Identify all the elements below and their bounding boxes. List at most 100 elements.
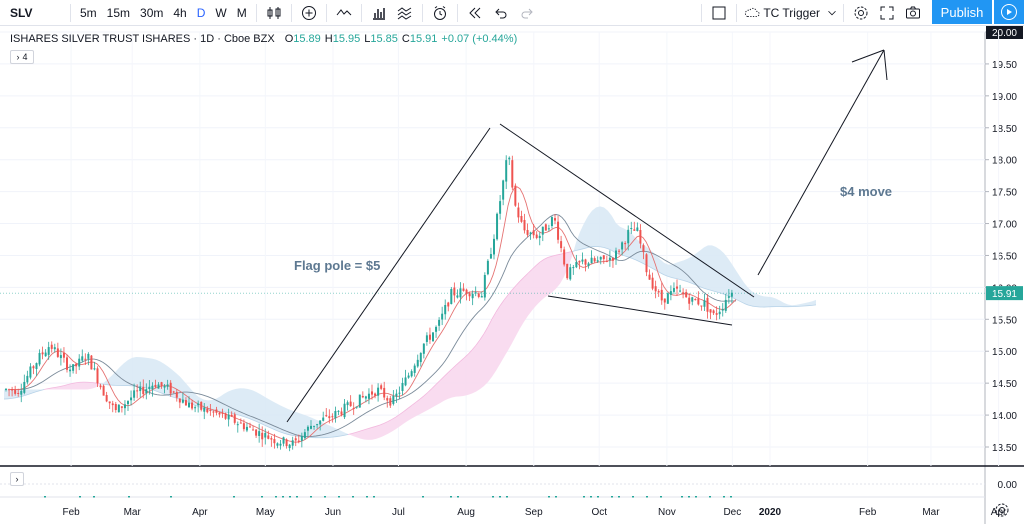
- template-name[interactable]: TC Trigger: [763, 5, 820, 20]
- candle-up: [163, 385, 166, 388]
- flag-upper-trendline: [499, 123, 755, 298]
- ichimoku-cloud-segment: [552, 255, 556, 293]
- cloud-edge: [499, 299, 505, 307]
- publish-button[interactable]: Publish: [932, 0, 992, 24]
- ichimoku-cloud-segment: [64, 384, 68, 390]
- cloud-edge: [231, 412, 237, 415]
- replay-icon[interactable]: [462, 0, 488, 26]
- chart-settings-icon[interactable]: [994, 502, 1014, 522]
- candle-down: [715, 313, 718, 315]
- ichimoku-cloud-segment: [696, 250, 700, 287]
- candle-up: [377, 387, 380, 396]
- timeframe-5m[interactable]: 5m: [80, 5, 97, 20]
- ichimoku-cloud-segment: [720, 249, 724, 295]
- candle-down: [389, 398, 392, 406]
- candle-down: [270, 438, 273, 440]
- cloud-edge: [751, 305, 757, 308]
- cloud-edge: [667, 276, 673, 278]
- financials-icon[interactable]: [366, 0, 392, 26]
- lower-pane-marker: [646, 496, 648, 498]
- timeframe-4h[interactable]: 4h: [173, 5, 187, 20]
- ichimoku-cloud-segment: [4, 389, 8, 400]
- candle-up: [337, 410, 340, 412]
- cloud-edge: [635, 259, 641, 263]
- candle-up: [581, 259, 584, 262]
- play-button[interactable]: [994, 0, 1024, 24]
- price-chart[interactable]: 20.00 19.50 19.00 18.50 18.00 17.50 17.00 16.50…: [0, 26, 1024, 524]
- ichimoku-cloud-segment: [252, 390, 256, 422]
- cloud-edge: [475, 339, 481, 346]
- candle-down: [663, 298, 666, 303]
- candle-down: [465, 289, 468, 295]
- candle-down: [676, 286, 678, 289]
- ichimoku-cloud-segment: [776, 298, 780, 307]
- bar-style-icon[interactable]: [261, 0, 287, 26]
- lower-pane-marker: [450, 496, 452, 498]
- undo-icon[interactable]: [488, 0, 514, 26]
- cloud-edge: [263, 424, 269, 428]
- indicators-icon[interactable]: [331, 0, 357, 26]
- candle-up: [236, 424, 239, 426]
- redo-icon[interactable]: [514, 0, 540, 26]
- timeframe-15m[interactable]: 15m: [106, 5, 131, 20]
- cloud-edge: [387, 418, 393, 422]
- candle-down: [535, 234, 538, 238]
- cloud-edge: [555, 253, 561, 256]
- candle-up: [730, 292, 733, 297]
- candle-up: [69, 369, 72, 372]
- compare-add-icon[interactable]: [296, 0, 322, 26]
- cloud-edge: [651, 267, 657, 271]
- toolbar-divider: [843, 3, 844, 22]
- chevron-down-icon[interactable]: [825, 0, 839, 26]
- ichimoku-cloud-segment: [340, 430, 344, 437]
- ichimoku-cloud-segment: [328, 424, 332, 438]
- cloud-edge: [739, 300, 745, 304]
- candle-up: [72, 364, 75, 371]
- ichimoku-cloud-segment: [8, 389, 12, 399]
- candle-down: [267, 435, 270, 439]
- indicators-toggle[interactable]: › 4: [10, 50, 34, 64]
- x-tick-label: Nov: [658, 507, 676, 518]
- symbol-search[interactable]: SLV: [10, 5, 33, 20]
- lower-pane-marker: [611, 496, 613, 498]
- candle-up: [489, 254, 492, 259]
- candle-down: [657, 291, 660, 293]
- cloud-edge: [507, 289, 513, 296]
- alert-icon[interactable]: [427, 0, 453, 26]
- timeframe-d[interactable]: D: [196, 5, 206, 20]
- timeframe-m[interactable]: M: [236, 5, 247, 20]
- ichimoku-cloud-segment: [332, 426, 336, 438]
- lower-pane-toggle[interactable]: ›: [10, 472, 24, 486]
- cloud-edge: [247, 417, 253, 420]
- candle-down: [648, 274, 651, 280]
- cloud-edge: [283, 432, 289, 435]
- candle-up: [672, 288, 675, 292]
- timeframe-30m[interactable]: 30m: [140, 5, 164, 20]
- cloud-edge: [571, 250, 577, 252]
- cloud-edge: [19, 395, 25, 398]
- cloud-edge: [239, 415, 245, 418]
- checkbox-icon[interactable]: [706, 0, 732, 26]
- ichimoku-cloud-segment: [264, 396, 268, 427]
- candle-up: [441, 313, 444, 320]
- lower-pane-marker: [128, 496, 130, 498]
- ichimoku-cloud-segment: [728, 258, 732, 298]
- cloud-edge: [55, 386, 61, 388]
- lower-pane-marker: [681, 496, 683, 498]
- y-tick-label: 18.50: [992, 124, 1017, 135]
- cloud-edge: [235, 413, 241, 416]
- last-price-label: 15.91: [992, 289, 1017, 300]
- cloud-edge: [599, 246, 605, 248]
- ichimoku-cloud-segment: [424, 392, 428, 413]
- fullscreen-icon[interactable]: [874, 0, 900, 26]
- templates-icon[interactable]: [392, 0, 418, 26]
- ichimoku-cloud-segment: [544, 257, 548, 298]
- lower-pane-marker: [730, 496, 732, 498]
- candle-down: [175, 392, 178, 398]
- candle-down: [361, 396, 364, 398]
- timeframe-w[interactable]: W: [215, 5, 227, 20]
- camera-icon[interactable]: [900, 0, 926, 26]
- settings-icon[interactable]: [848, 0, 874, 26]
- candle-up: [422, 343, 425, 354]
- candle-up: [392, 395, 395, 404]
